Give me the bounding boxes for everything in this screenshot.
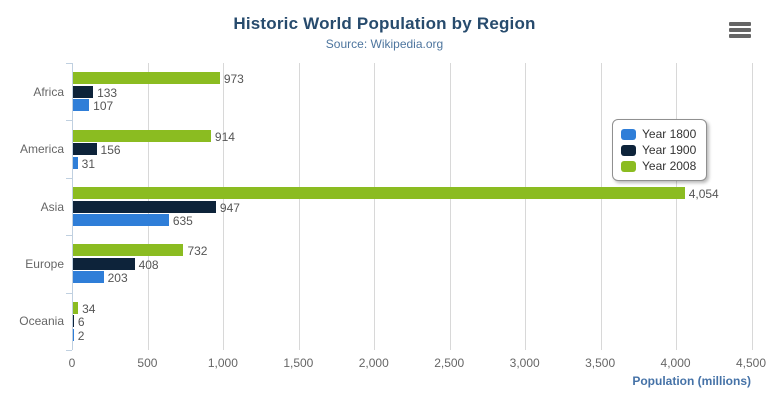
bar-year-2008[interactable] bbox=[73, 244, 184, 257]
bar-year-2008[interactable] bbox=[73, 72, 220, 85]
x-tick-label: 3,500 bbox=[585, 356, 616, 370]
category-axis-tick bbox=[66, 292, 72, 294]
bar-value-label: 2 bbox=[77, 328, 85, 343]
bar-year-1800[interactable] bbox=[73, 328, 74, 341]
x-tick-label: 4,500 bbox=[735, 356, 767, 370]
gridline bbox=[676, 63, 678, 350]
hamburger-bar bbox=[729, 34, 751, 38]
bar-year-1800[interactable] bbox=[73, 271, 104, 284]
chart-title: Historic World Population by Region bbox=[233, 14, 536, 33]
gridline bbox=[600, 63, 602, 350]
bar-value-label: 732 bbox=[187, 244, 208, 259]
x-tick-label: 1,000 bbox=[207, 356, 238, 370]
legend-label: Year 2008 bbox=[642, 159, 697, 173]
bar-value-label: 635 bbox=[172, 214, 193, 228]
legend-item-year-1800[interactable]: Year 1800 bbox=[621, 126, 696, 142]
bar-value-label: 947 bbox=[219, 200, 240, 215]
legend-label: Year 1900 bbox=[642, 143, 697, 157]
x-tick-label: 500 bbox=[137, 356, 158, 370]
bar-value-label: 973 bbox=[223, 72, 244, 87]
bar-value-label: 4,054 bbox=[688, 187, 719, 201]
category-label: Oceania bbox=[19, 314, 64, 329]
gridline bbox=[449, 63, 451, 350]
bar-year-1800[interactable] bbox=[73, 156, 78, 169]
x-tick-label: 2,000 bbox=[358, 356, 389, 370]
category-axis-tick bbox=[66, 177, 72, 179]
bar-year-1900[interactable] bbox=[73, 143, 97, 156]
legend-label: Year 1800 bbox=[642, 127, 697, 141]
legend-item-year-2008[interactable]: Year 2008 bbox=[621, 158, 696, 174]
bar-value-label: 914 bbox=[214, 129, 235, 144]
category-label: America bbox=[19, 142, 64, 157]
bar-year-1900[interactable] bbox=[73, 257, 135, 270]
x-tick-label: 1,500 bbox=[283, 356, 314, 370]
bar-value-label: 107 bbox=[93, 99, 114, 114]
hamburger-bar bbox=[729, 28, 751, 32]
category-axis-tick bbox=[66, 235, 72, 237]
x-axis-title: Population (millions) bbox=[632, 374, 751, 388]
x-tick-label: 3,000 bbox=[509, 356, 540, 370]
category-axis-tick bbox=[66, 120, 72, 122]
bar-value-label: 6 bbox=[77, 315, 85, 330]
bar-value-label: 156 bbox=[100, 143, 121, 158]
legend: Year 1800 Year 1900 Year 2008 bbox=[612, 119, 708, 181]
x-tick-label: 2,500 bbox=[434, 356, 465, 370]
bar-value-label: 408 bbox=[138, 257, 159, 272]
bar-year-1800[interactable] bbox=[73, 99, 90, 112]
plot-area: 973 133 107 914 156 31 4,054 947 635 732 408 203 34 6… bbox=[72, 63, 753, 350]
gridline bbox=[751, 63, 753, 350]
bar-year-2008[interactable] bbox=[73, 301, 79, 314]
bar-value-label: 133 bbox=[97, 85, 118, 100]
gridline bbox=[298, 63, 300, 350]
bar-value-label: 34 bbox=[82, 301, 96, 316]
bar-year-1900[interactable] bbox=[73, 200, 216, 213]
bar-year-1900[interactable] bbox=[73, 315, 74, 328]
bar-year-2008[interactable] bbox=[73, 187, 685, 199]
legend-swatch bbox=[621, 160, 636, 172]
category-label: Asia bbox=[40, 199, 64, 214]
x-tick-label: 4,000 bbox=[660, 356, 691, 370]
category-axis-tick bbox=[66, 63, 72, 64]
gridline bbox=[223, 63, 225, 350]
bar-year-1800[interactable] bbox=[73, 214, 169, 226]
category-axis-tick bbox=[66, 350, 72, 351]
legend-item-year-1900[interactable]: Year 1900 bbox=[621, 142, 696, 158]
hamburger-menu-icon[interactable] bbox=[726, 18, 754, 42]
bar-year-1900[interactable] bbox=[73, 85, 94, 98]
bar-year-2008[interactable] bbox=[73, 129, 211, 142]
bar-value-label: 203 bbox=[107, 271, 128, 286]
legend-swatch bbox=[621, 128, 636, 140]
gridline bbox=[525, 63, 527, 350]
gridline bbox=[374, 63, 376, 350]
hamburger-bar bbox=[729, 22, 751, 26]
bar-value-label: 31 bbox=[81, 156, 96, 171]
chart-subtitle: Source: Wikipedia.org bbox=[325, 37, 444, 51]
legend-swatch bbox=[621, 144, 636, 156]
x-tick-label: 0 bbox=[68, 356, 76, 370]
category-label: Europe bbox=[25, 256, 64, 271]
category-label: Africa bbox=[33, 84, 64, 99]
